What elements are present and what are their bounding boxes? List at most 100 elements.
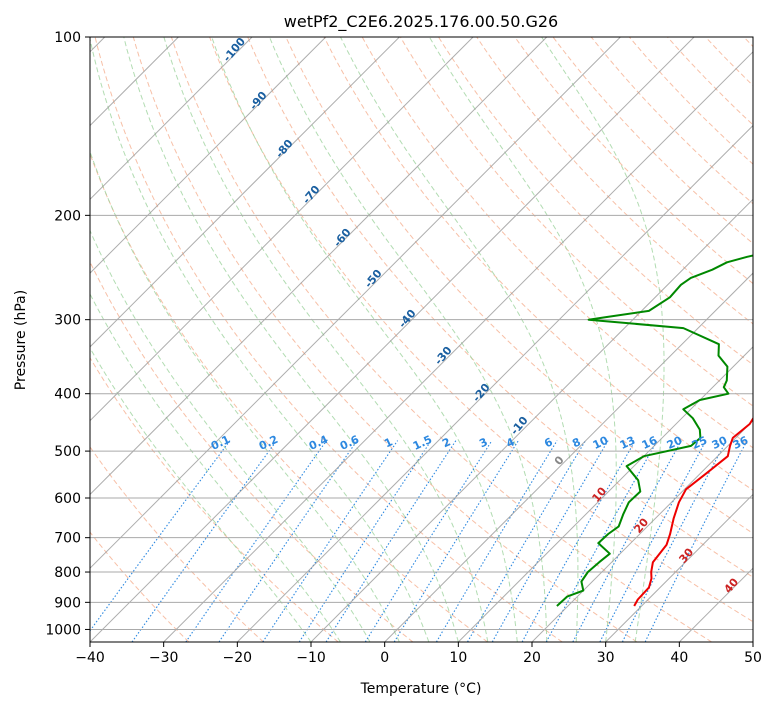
dry-adiabat-line — [132, 37, 638, 642]
y-tick-label: 200 — [54, 208, 81, 224]
dry-adiabat-line — [90, 152, 488, 642]
mixing-ratio-label: 25 — [690, 434, 709, 452]
dry-adiabat-label: -50 — [362, 267, 385, 291]
dry-adiabat-label: -20 — [470, 381, 493, 405]
mixing-ratio-line — [218, 440, 358, 642]
x-tick-label: 10 — [449, 650, 467, 666]
y-tick-label: 900 — [54, 595, 81, 611]
x-axis-title: Temperature (°C) — [360, 681, 482, 697]
y-tick-label: 800 — [54, 565, 81, 581]
dry-adiabat-line — [90, 531, 190, 642]
dry-adiabat-line — [438, 37, 753, 366]
moist-adiabat-line — [211, 37, 518, 642]
isotherm-line — [90, 37, 548, 496]
isotherm-line — [90, 37, 695, 642]
isotherm-line — [457, 346, 753, 642]
dry-adiabat-label: 0 — [552, 453, 567, 467]
dry-adiabat-line — [743, 37, 753, 48]
mixing-ratio-label: 6 — [542, 435, 555, 450]
mixing-ratio-line — [467, 440, 586, 642]
dry-adiabat-line — [90, 260, 414, 642]
dry-adiabat-line — [90, 446, 264, 642]
dry-adiabat-line — [399, 37, 753, 407]
moist-adiabat-line — [123, 37, 459, 642]
moist-adiabat-line — [90, 293, 341, 642]
temperature-line — [633, 416, 753, 607]
dry-adiabat-label: -90 — [247, 89, 270, 113]
mixing-ratio-line — [393, 440, 519, 642]
isotherm-line — [678, 567, 753, 642]
dry-adiabat-line — [170, 37, 712, 642]
dry-adiabat-label: 40 — [721, 575, 741, 595]
mixing-ratio-line — [572, 440, 682, 642]
y-tick-label: 300 — [54, 313, 81, 329]
dry-adiabat-line — [285, 37, 753, 534]
x-tick-label: −30 — [149, 650, 179, 666]
line-labels: -100-90-80-70-60-50-40-30-20-10010203040… — [209, 35, 751, 596]
x-tick-label: 40 — [670, 650, 688, 666]
mixing-ratio-line — [298, 440, 432, 642]
dry-adiabat-line — [90, 356, 339, 642]
dry-adiabat-label: 10 — [589, 484, 609, 504]
isotherm-line — [752, 641, 753, 642]
mixing-ratio-line — [262, 440, 399, 642]
mixing-ratio-line — [131, 440, 278, 642]
dewpoint-line — [556, 254, 753, 607]
chart-title: wetPf2_C2E6.2025.176.00.50.G26 — [284, 12, 558, 32]
mixing-ratio-line — [325, 440, 457, 642]
grid-lines — [90, 37, 753, 642]
mixing-ratio-label: 0.1 — [209, 433, 232, 453]
x-tick-label: −10 — [296, 650, 326, 666]
dry-adiabat-label: -40 — [396, 307, 419, 331]
y-tick-label: 700 — [54, 531, 81, 547]
mixing-ratio-label: 3 — [477, 435, 489, 450]
mixing-ratio-line — [491, 440, 609, 642]
y-axis: 100 200 300 400 500 600 700 800 900 1000 — [45, 30, 90, 638]
dry-adiabat-label: 20 — [631, 515, 651, 535]
moist-adiabat-line — [90, 37, 430, 642]
isotherm-line — [90, 37, 400, 348]
moist-adiabat-line — [269, 37, 548, 642]
x-axis: −40 −30 −20 −10 0 10 20 30 40 50 — [75, 642, 762, 666]
dry-adiabat-label: -70 — [300, 183, 323, 207]
mixing-ratio-line — [435, 440, 558, 642]
isotherm-line — [90, 37, 253, 201]
moist-adiabat-line — [90, 229, 371, 642]
isotherm-line — [90, 37, 621, 569]
x-tick-label: 50 — [744, 650, 762, 666]
moist-adiabat-line — [541, 37, 665, 642]
mixing-ratio-line — [545, 440, 658, 642]
isotherm-line — [310, 198, 753, 642]
moist-adiabat-line — [163, 37, 489, 642]
dry-adiabat-label: -100 — [220, 35, 248, 65]
x-tick-label: 30 — [597, 650, 615, 666]
dry-adiabat-line — [323, 37, 753, 491]
dry-adiabat-line — [552, 37, 753, 245]
mixing-ratio-line — [621, 440, 727, 642]
dry-adiabat-label: -30 — [432, 344, 455, 368]
isotherm-line — [90, 37, 327, 274]
y-tick-label: 100 — [54, 30, 81, 46]
mixing-ratio-line — [185, 440, 327, 642]
dry-adiabat-line — [209, 37, 753, 623]
mixing-ratio-label: 13 — [618, 434, 637, 452]
y-tick-label: 400 — [54, 387, 81, 403]
mixing-ratio-label: 20 — [665, 434, 685, 452]
mixing-ratio-label: 1.5 — [411, 433, 434, 453]
x-tick-label: 20 — [523, 650, 541, 666]
mixing-ratio-line — [90, 440, 231, 632]
x-tick-label: −40 — [75, 650, 105, 666]
isotherm-line — [531, 419, 753, 642]
mixing-ratio-label: 0.4 — [307, 433, 330, 453]
y-tick-label: 1000 — [45, 622, 81, 638]
isotherm-line — [90, 37, 474, 422]
moist-adiabat-line — [90, 347, 312, 642]
dry-adiabat-line — [247, 37, 753, 578]
isotherm-line — [384, 272, 753, 642]
dry-adiabat-line — [590, 37, 753, 205]
isotherm-line — [236, 124, 753, 642]
moist-adiabat-line — [340, 37, 579, 642]
x-tick-label: −20 — [223, 650, 253, 666]
isotherm-line — [163, 51, 753, 642]
